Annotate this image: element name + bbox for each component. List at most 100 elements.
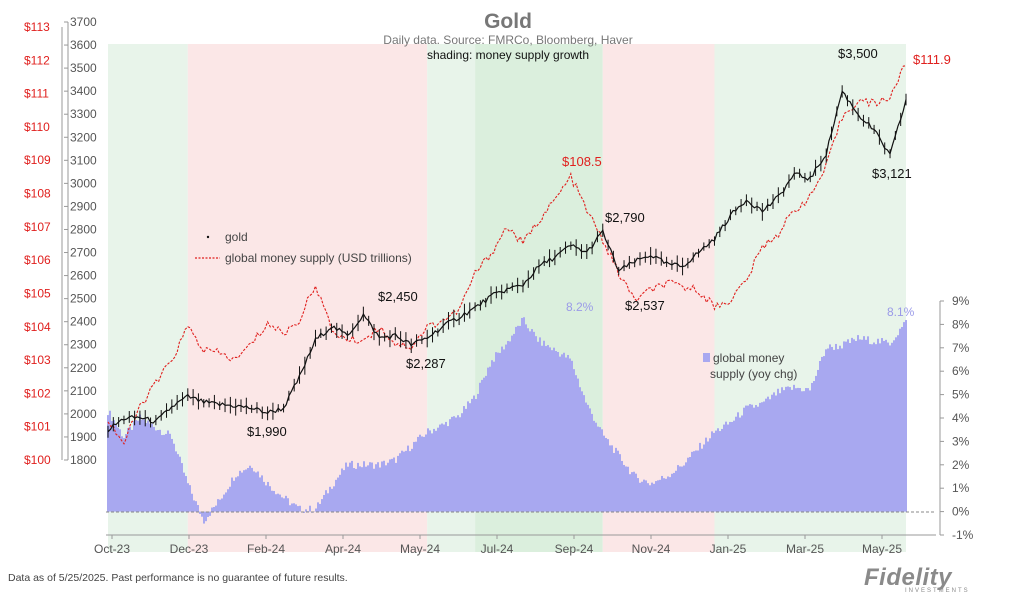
growth-bar	[389, 459, 391, 512]
growth-bar	[471, 398, 473, 512]
growth-bar	[121, 436, 123, 512]
growth-bar	[827, 348, 829, 512]
growth-bar	[837, 349, 839, 512]
money-supply-series	[107, 65, 907, 445]
growth-bar	[147, 420, 149, 512]
growth-bar	[857, 335, 859, 512]
gold-tick-label: 2700	[70, 246, 97, 260]
growth-bar	[289, 505, 291, 512]
x-tick-label: May-25	[862, 542, 902, 556]
growth-bar	[159, 429, 161, 512]
growth-bar	[663, 478, 665, 512]
growth-bar	[757, 406, 759, 512]
money-growth-shading	[108, 44, 906, 552]
growth-bar	[185, 476, 187, 512]
growth-bar	[519, 325, 521, 512]
growth-tick-label: 3%	[952, 434, 970, 448]
growth-tick-label: 9%	[952, 294, 970, 308]
growth-bar	[455, 417, 457, 512]
money-growth-bars	[107, 317, 907, 524]
growth-bar	[375, 464, 377, 512]
growth-bar	[333, 486, 335, 512]
growth-bar	[767, 396, 769, 512]
growth-bar	[297, 506, 299, 512]
growth-bar	[361, 467, 363, 512]
growth-bar	[711, 431, 713, 512]
growth-bar	[401, 450, 403, 512]
growth-tick-label: 4%	[952, 411, 970, 425]
growth-bar	[781, 387, 783, 512]
growth-bar	[601, 429, 603, 512]
growth-bar	[251, 467, 253, 512]
growth-bar	[803, 391, 805, 512]
growth-bar	[843, 341, 845, 512]
growth-bar	[511, 335, 513, 512]
growth-bar	[703, 444, 705, 512]
growth-bar	[707, 441, 709, 512]
growth-bar	[603, 435, 605, 512]
growth-bar	[543, 340, 545, 512]
growth-bar	[809, 390, 811, 512]
growth-bar	[621, 460, 623, 512]
growth-bar	[557, 351, 559, 512]
growth-bar	[215, 505, 217, 512]
growth-bar	[139, 414, 141, 512]
growth-bar	[559, 356, 561, 512]
growth-bar	[861, 339, 863, 512]
growth-bar	[755, 405, 757, 512]
growth-bar	[483, 377, 485, 512]
x-tick-label: Jan-25	[710, 542, 747, 556]
legend-money-label: global money supply (USD trillions)	[225, 251, 412, 265]
growth-bar	[587, 404, 589, 512]
growth-bar	[423, 436, 425, 512]
growth-bar	[127, 428, 129, 512]
growth-bar	[561, 354, 563, 512]
growth-bar	[761, 402, 763, 512]
growth-bar	[749, 404, 751, 512]
growth-bar	[225, 492, 227, 512]
growth-bar	[769, 399, 771, 512]
growth-bar	[763, 401, 765, 512]
growth-bar	[743, 407, 745, 512]
growth-bar	[145, 423, 147, 512]
growth-bar	[753, 407, 755, 512]
growth-tick-label: 1%	[952, 481, 970, 495]
growth-bar	[219, 499, 221, 512]
growth-bar	[639, 482, 641, 512]
growth-bar	[513, 333, 515, 512]
growth-bar	[203, 511, 205, 524]
growth-bar	[671, 473, 673, 512]
fidelity-logo-sub: INVESTMENTS	[905, 588, 970, 594]
growth-bar	[523, 317, 525, 512]
growth-bar	[415, 441, 417, 512]
growth-bar	[591, 413, 593, 512]
growth-bar	[725, 421, 727, 512]
gold-tick-label: 2500	[70, 292, 97, 306]
growth-bar	[129, 427, 131, 512]
growth-bar	[433, 428, 435, 512]
growth-bar	[793, 384, 795, 512]
growth-bar	[745, 405, 747, 512]
growth-bar	[349, 462, 351, 512]
growth-bar	[135, 420, 137, 512]
growth-bar	[343, 470, 345, 512]
growth-bar	[387, 462, 389, 512]
growth-bar	[551, 350, 553, 512]
growth-bar	[383, 460, 385, 512]
growth-bar	[679, 466, 681, 512]
gold-line	[107, 90, 907, 433]
growth-bar	[771, 394, 773, 512]
growth-bar	[569, 358, 571, 512]
growth-bar	[681, 466, 683, 512]
growth-bar	[719, 431, 721, 512]
annot-gold-3121: $3,121	[872, 166, 912, 181]
growth-bar	[503, 349, 505, 512]
growth-bar	[869, 344, 871, 512]
growth-bar	[737, 412, 739, 512]
growth-bar	[111, 421, 113, 512]
growth-bar	[407, 445, 409, 512]
growth-bar	[821, 356, 823, 512]
money-tick-label: $109	[24, 153, 51, 167]
growth-bar	[397, 455, 399, 512]
growth-bar	[609, 445, 611, 512]
